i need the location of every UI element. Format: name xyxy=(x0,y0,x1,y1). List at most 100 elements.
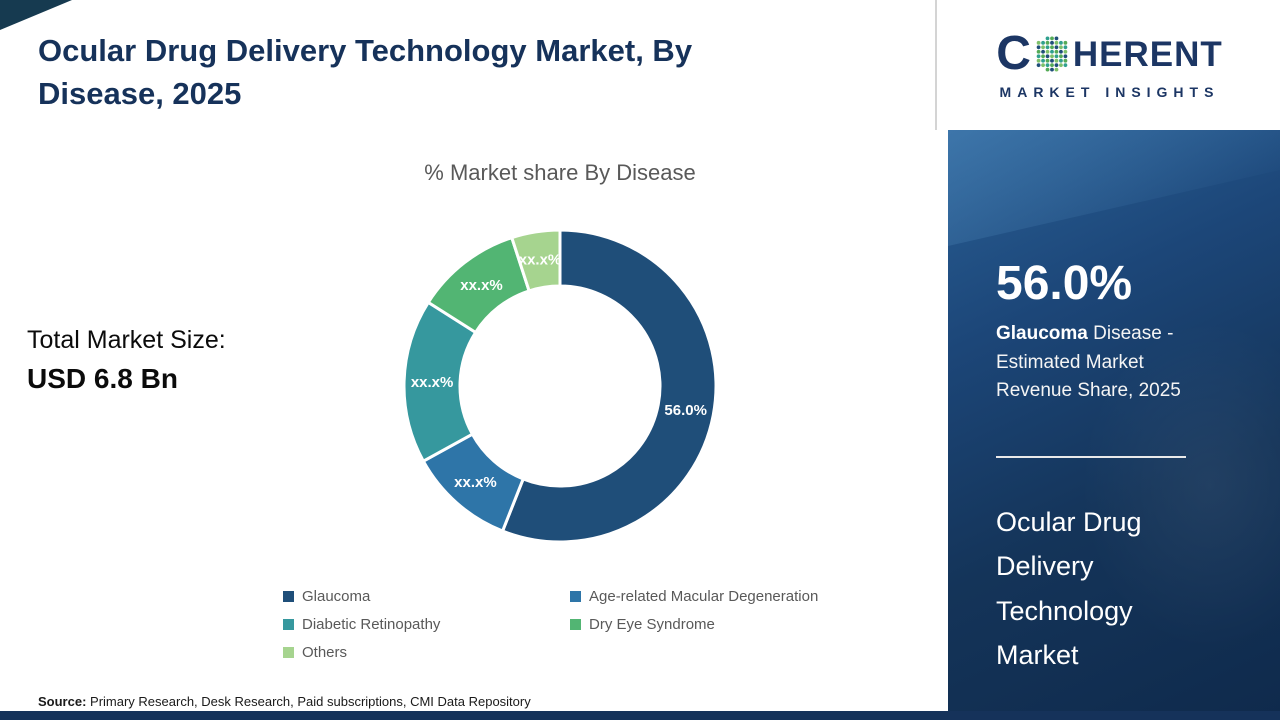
panel-report-title: Ocular Drug Delivery Technology Market xyxy=(996,506,1142,671)
total-market-label: Total Market Size: xyxy=(27,326,226,354)
brand-subtitle: MARKET INSIGHTS xyxy=(999,84,1220,100)
donut-slice-4 xyxy=(510,228,562,293)
donut-chart: 56.0% xx.x% xx.x% xx.x% xx.x% xyxy=(402,228,718,544)
corner-accent-triangle xyxy=(0,0,72,30)
globe-dot xyxy=(1049,54,1054,59)
legend-item-4: Others xyxy=(283,644,570,661)
slice-label-4: xx.x% xyxy=(519,252,562,269)
slice-label-0: 56.0% xyxy=(664,402,707,419)
page-title: Ocular Drug Delivery Technology Market, … xyxy=(38,30,898,116)
chart-legend: Glaucoma Age-related Macular Degeneration… xyxy=(283,588,818,661)
globe-dot xyxy=(1054,49,1059,54)
page-title-line-1: Ocular Drug Delivery Technology Market, … xyxy=(38,33,693,68)
legend-label: Age-related Macular Degeneration xyxy=(589,588,819,605)
globe-dot xyxy=(1045,67,1050,72)
globe-dot xyxy=(1049,36,1054,41)
globe-dot xyxy=(1041,49,1045,54)
highlight-side-panel: 56.0% Glaucoma Disease - Estimated Marke… xyxy=(948,130,1280,720)
globe-dot xyxy=(1054,63,1059,68)
slice-label-3: xx.x% xyxy=(460,277,503,294)
highlight-stat-value: 56.0% xyxy=(996,257,1133,310)
brand-letter-c: C xyxy=(996,27,1031,80)
globe-dot xyxy=(1045,54,1050,59)
globe-dot xyxy=(1045,58,1050,63)
globe-dot xyxy=(1049,58,1054,63)
globe-dot xyxy=(1058,40,1063,45)
stat-caption-line-2: Estimated Market xyxy=(996,351,1144,373)
globe-dot xyxy=(1036,49,1041,54)
globe-dot xyxy=(1041,63,1045,68)
page-title-line-2: Disease, 2025 xyxy=(38,75,242,111)
donut-slice-0 xyxy=(501,228,718,544)
brand-wordmark: C HERENT xyxy=(996,30,1223,78)
legend-label: Others xyxy=(302,644,348,661)
brand-letters-rest: HERENT xyxy=(1072,34,1223,74)
legend-item-2: Diabetic Retinopathy xyxy=(283,616,570,633)
source-label: Source: xyxy=(38,694,87,709)
globe-dot xyxy=(1063,40,1068,45)
total-market-value: USD 6.8 Bn xyxy=(27,363,178,394)
legend-label: Dry Eye Syndrome xyxy=(589,616,715,633)
globe-dot xyxy=(1063,45,1068,50)
highlight-stat-caption: Glaucoma Disease - Estimated Market Reve… xyxy=(996,320,1260,406)
legend-label: Diabetic Retinopathy xyxy=(302,616,441,633)
legend-label: Glaucoma xyxy=(302,588,371,605)
dotted-globe-icon xyxy=(1036,36,1068,72)
chart-title: % Market share By Disease xyxy=(424,160,696,185)
globe-dot xyxy=(1054,67,1059,72)
legend-marker xyxy=(570,619,581,630)
legend-marker xyxy=(283,619,294,630)
slice-label-1: xx.x% xyxy=(454,474,497,491)
globe-dot xyxy=(1041,45,1045,50)
globe-dot xyxy=(1058,63,1063,68)
globe-dot xyxy=(1054,45,1059,50)
stat-caption-line-1-rest: Disease - xyxy=(1087,323,1174,344)
globe-dot xyxy=(1036,58,1041,63)
globe-dot xyxy=(1049,49,1054,54)
legend-marker xyxy=(283,591,294,602)
globe-dot xyxy=(1049,63,1054,68)
side-panel-content: 56.0% Glaucoma Disease - Estimated Marke… xyxy=(948,260,1280,678)
globe-dot xyxy=(1041,54,1045,59)
globe-dot xyxy=(1058,58,1063,63)
panel-divider xyxy=(996,455,1186,458)
globe-dot xyxy=(1054,58,1059,63)
bottom-accent-bar xyxy=(0,711,1280,720)
globe-dot xyxy=(1063,54,1068,59)
globe-dot xyxy=(1049,67,1054,72)
globe-dot xyxy=(1063,58,1068,63)
stat-caption-line-1: Glaucoma Disease - xyxy=(996,320,1260,349)
globe-dot xyxy=(1063,49,1068,54)
globe-dot xyxy=(1045,36,1050,41)
globe-dot xyxy=(1054,36,1059,41)
globe-dot xyxy=(1041,40,1045,45)
slice-label-2: xx.x% xyxy=(411,374,454,391)
main-infographic-area: Ocular Drug Delivery Technology Market, … xyxy=(0,0,898,709)
brand-logo: C HERENT MARKET INSIGHTS xyxy=(935,0,1280,130)
globe-dot xyxy=(1058,54,1063,59)
globe-dot xyxy=(1045,45,1050,50)
globe-dot xyxy=(1036,45,1041,50)
stat-caption-line-3: Revenue Share, 2025 xyxy=(996,380,1181,401)
source-line: Source: Primary Research, Desk Research,… xyxy=(38,694,531,709)
globe-dot xyxy=(1045,49,1050,54)
legend-marker xyxy=(570,591,581,602)
globe-dot xyxy=(1036,40,1041,45)
legend-item-0: Glaucoma xyxy=(283,588,570,605)
globe-dot xyxy=(1063,63,1068,68)
legend-item-1: Age-related Macular Degeneration xyxy=(570,588,818,605)
globe-dot xyxy=(1049,40,1054,45)
globe-dot xyxy=(1041,58,1045,63)
globe-dot xyxy=(1036,63,1041,68)
total-market-size: Total Market Size: USD 6.8 Bn xyxy=(27,326,226,395)
globe-dot xyxy=(1045,40,1050,45)
stat-caption-bold: Glaucoma xyxy=(996,323,1088,344)
globe-dot xyxy=(1058,45,1063,50)
globe-dot xyxy=(1054,54,1059,59)
globe-dot xyxy=(1054,40,1059,45)
globe-dot xyxy=(1058,49,1063,54)
source-text: Primary Research, Desk Research, Paid su… xyxy=(86,694,531,709)
globe-dot xyxy=(1036,54,1041,59)
globe-dot xyxy=(1045,63,1050,68)
globe-dot xyxy=(1049,45,1054,50)
